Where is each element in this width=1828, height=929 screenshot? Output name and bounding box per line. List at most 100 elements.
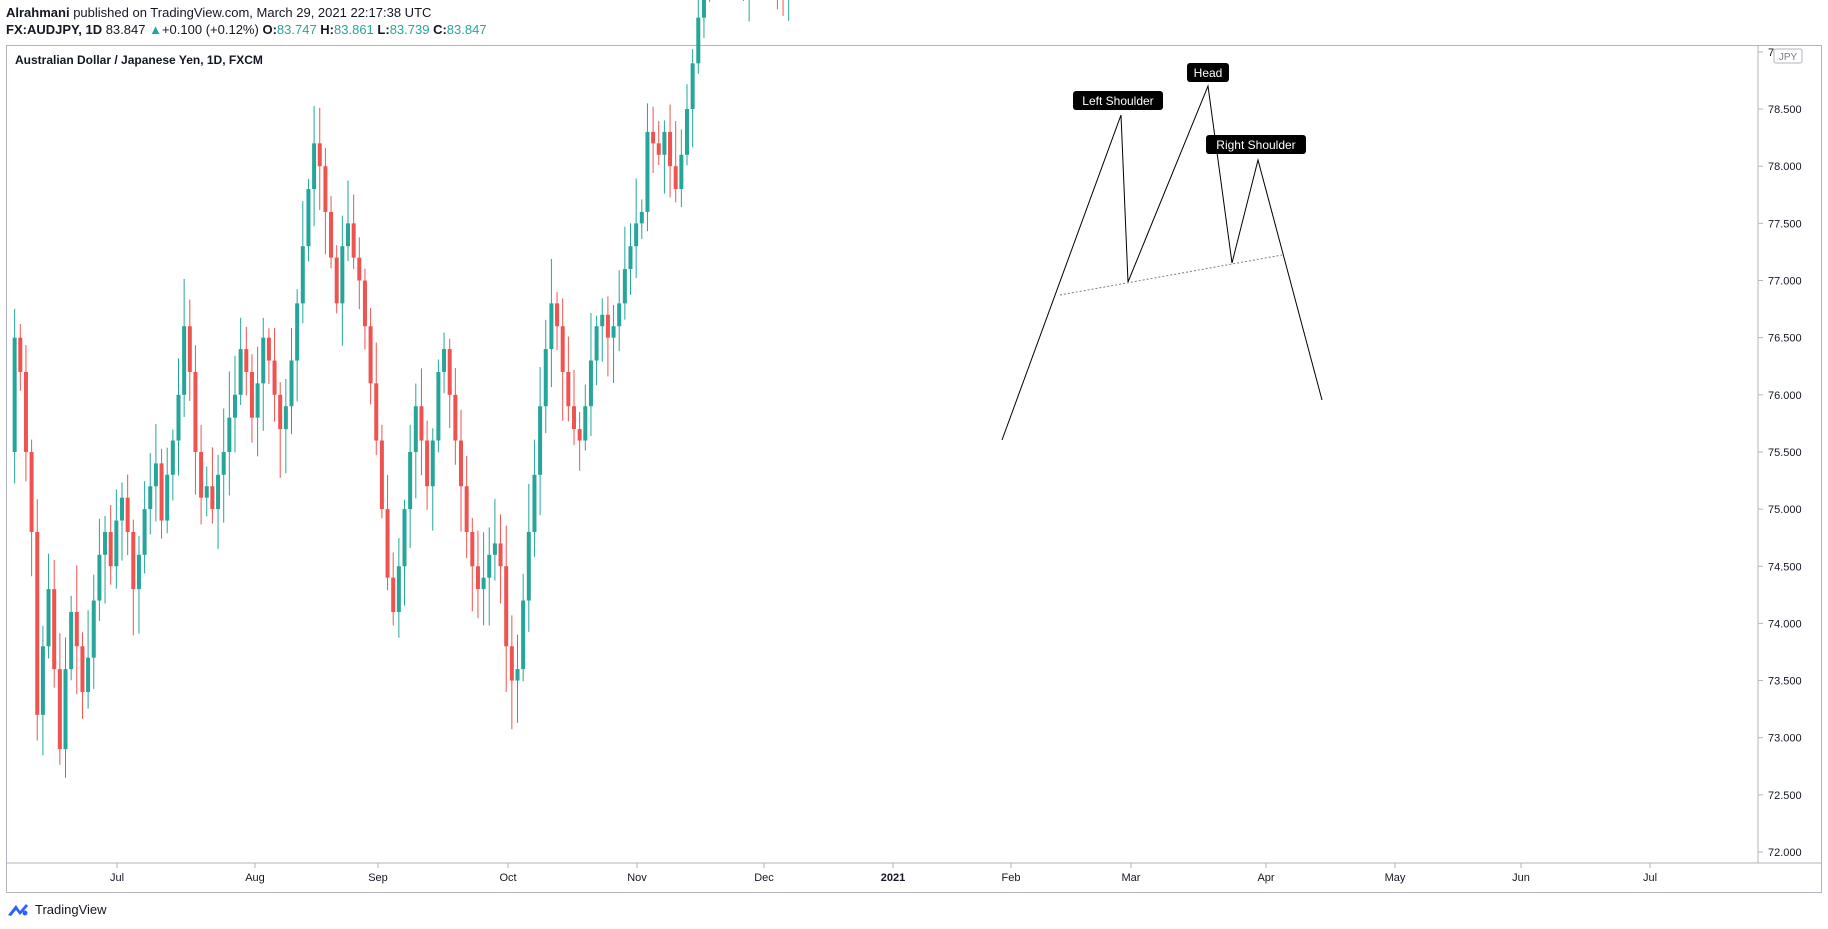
candle-body [91,600,96,658]
author-name[interactable]: Alrahmani [6,5,70,20]
open-label: O: [262,22,277,37]
candle-body [639,211,644,224]
candle-body [227,417,232,452]
time-tick-label: Apr [1257,872,1274,884]
candle-body [23,371,28,452]
candle-body [165,474,170,521]
candle-body [515,669,520,681]
candle-body [362,280,367,327]
chart-title: Australian Dollar / Japanese Yen, 1D, FX… [15,53,263,67]
price-axis[interactable]: 72.000 72.500 73.000 73.500 74.000 74.500 75.0… [1758,0,1802,859]
candle-body [210,486,215,510]
candle-body [69,611,74,670]
candle-body [430,440,435,487]
candle-body [622,269,627,304]
price-tick-label: 79.500 [1768,0,1802,2]
candle-body [193,371,198,452]
candle-body [543,349,548,407]
time-axis[interactable]: Jul Aug Sep Oct Nov Dec 2021 Feb Mar Apr May Jun Jul [110,863,1657,884]
head-label[interactable]: Head [1187,63,1229,82]
candle-body [379,440,384,510]
right-shoulder-text: Right Shoulder [1216,138,1295,152]
candle-body [306,189,311,247]
time-tick-label: Feb [1002,872,1021,884]
candle-body [634,223,639,247]
time-tick-label: 2021 [881,872,905,884]
candle-body [97,554,102,601]
candle-body [391,577,396,612]
candle-body [583,406,588,441]
candle-body [668,131,673,167]
candle-body [204,486,209,498]
candle-body [492,543,497,555]
candle-body [617,303,622,327]
candle-body [487,554,492,578]
candle-body [419,406,424,441]
high-label: H: [320,22,335,37]
candle-body [470,531,475,567]
candle-body [413,406,418,452]
candle-body [351,223,356,258]
candle-body [244,349,249,372]
currency-badge[interactable]: JPY [1779,52,1798,63]
candle-body [385,509,390,578]
pattern-lines [1001,84,1323,441]
candle-body [176,394,181,441]
candle-body [114,520,119,567]
candle-body [153,463,158,487]
candle-body [402,509,407,567]
time-tick-label: Jul [1643,872,1657,884]
candle-body [266,337,271,361]
high-value: 83.861 [334,22,374,37]
candle-body [374,383,379,441]
candle-body [475,566,480,590]
candle-body [40,646,45,715]
candle-body [481,577,486,590]
candles-group [12,0,790,778]
candle-body [340,246,345,304]
price-change: +0.100 (+0.12%) [161,22,259,37]
publish-info: published on TradingView.com, March 29, … [73,5,432,20]
up-arrow-icon: ▲ [149,22,162,37]
candle-body [35,531,40,715]
price-tick-label: 75.000 [1768,504,1802,516]
candle-body [261,337,266,384]
head-shoulders-zigzag[interactable] [1001,84,1323,441]
last-price: 83.847 [105,22,146,37]
candle-body [662,131,667,155]
time-tick-label: Aug [245,872,265,884]
price-tick-label: 77.000 [1768,276,1802,288]
right-shoulder-label[interactable]: Right Shoulder [1206,135,1306,154]
price-tick-label: 74.500 [1768,561,1802,573]
candle-body [317,143,322,167]
candle-body [436,371,441,441]
candle-body [52,589,57,670]
candle-body [221,451,226,475]
currency-badge-box[interactable] [1773,48,1803,64]
head-text: Head [1194,66,1223,80]
neckline[interactable] [1059,254,1283,296]
candle-body [120,497,124,521]
candle-body [577,429,582,441]
time-tick-label: Jun [1512,872,1530,884]
candle-body [690,63,695,110]
candle-body [459,440,463,487]
candle-body [131,531,136,590]
candle-body [673,166,678,190]
candle-body [526,531,531,601]
candle-body [685,109,689,155]
left-shoulder-label[interactable]: Left Shoulder [1073,91,1163,110]
close-value: 83.847 [446,22,487,37]
footer-brand[interactable]: TradingView [6,901,107,917]
candle-body [18,337,23,372]
candle-body [103,531,108,555]
candle-body [216,474,221,510]
chart-frame [6,45,1822,893]
candle-body [656,143,661,155]
price-tick-label: 77.500 [1768,218,1802,230]
candle-body [29,451,34,532]
time-tick-label: Jul [110,872,124,884]
candle-body [63,669,68,750]
low-label: L: [377,22,390,37]
